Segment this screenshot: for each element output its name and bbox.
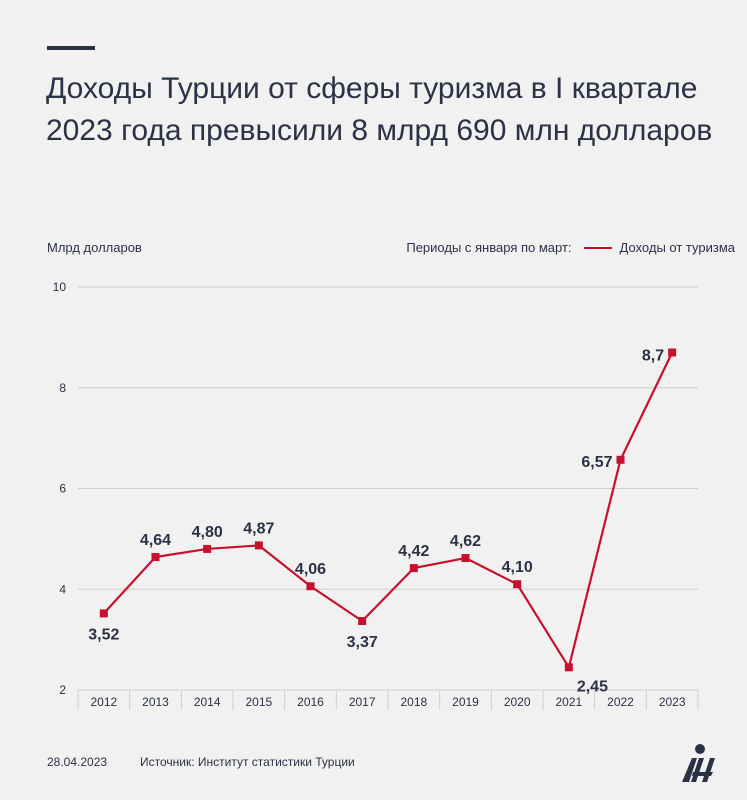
data-label: 3,37 bbox=[347, 634, 378, 651]
series-line-doxody bbox=[103, 352, 674, 669]
y-tick-label: 6 bbox=[59, 482, 66, 496]
x-tick-labels: 2012 2013 2014 2015 2016 2017 2018 2019 2020 2021… bbox=[90, 695, 685, 709]
x-tick-label: 2019 bbox=[452, 695, 479, 709]
x-tick-label: 2017 bbox=[349, 695, 376, 709]
source-note: Источник: Институт статистики Турции bbox=[140, 755, 355, 769]
legend-line-swatch bbox=[583, 246, 612, 249]
x-tick-label: 2016 bbox=[297, 695, 324, 709]
data-label: 4,06 bbox=[295, 561, 326, 578]
y-tick-labels: 2 4 6 8 10 bbox=[53, 280, 67, 697]
legend-period-label: Периоды с января по март: bbox=[406, 240, 572, 255]
data-point bbox=[203, 544, 212, 553]
data-point bbox=[358, 616, 367, 625]
data-point bbox=[151, 553, 160, 562]
chart-title: Доходы Турции от сферы туризма в I кварт… bbox=[46, 72, 713, 147]
data-label: 4,64 bbox=[140, 532, 171, 549]
y-tick-label: 4 bbox=[59, 582, 66, 596]
x-tick-label: 2022 bbox=[607, 695, 634, 709]
data-label: 4,62 bbox=[450, 533, 481, 550]
y-axis-label: Млрд долларов bbox=[47, 240, 142, 255]
x-tick-label: 2013 bbox=[142, 695, 169, 709]
data-label: 4,42 bbox=[398, 543, 429, 560]
aa-logo-icon bbox=[682, 744, 715, 782]
data-label: 3,52 bbox=[88, 626, 119, 643]
y-tick-label: 10 bbox=[53, 280, 67, 294]
y-tick-label: 8 bbox=[59, 381, 66, 395]
x-tick-label: 2021 bbox=[555, 695, 582, 709]
data-point bbox=[616, 455, 625, 464]
x-tick-label: 2018 bbox=[400, 695, 427, 709]
data-label: 2,45 bbox=[577, 678, 608, 695]
data-point bbox=[564, 663, 573, 672]
data-label: 4,10 bbox=[502, 559, 533, 576]
x-tick-label: 2012 bbox=[90, 695, 117, 709]
legend-series-label: Доходы от туризма bbox=[619, 240, 735, 255]
x-tick-label: 2023 bbox=[659, 695, 686, 709]
x-tick-label: 2014 bbox=[194, 695, 221, 709]
data-point bbox=[461, 554, 470, 563]
legend: Периоды с января по март: Доходы от тури… bbox=[406, 240, 735, 255]
x-tick-label: 2020 bbox=[504, 695, 531, 709]
x-tick-label: 2015 bbox=[245, 695, 272, 709]
data-label: 6,57 bbox=[581, 454, 612, 471]
data-point bbox=[254, 541, 263, 550]
title-accent-bar bbox=[47, 46, 95, 50]
publish-date: 28.04.2023 bbox=[47, 755, 108, 769]
data-label: 4,87 bbox=[243, 520, 274, 537]
data-point bbox=[513, 580, 522, 589]
data-point bbox=[409, 564, 418, 573]
data-point bbox=[306, 582, 315, 591]
series-line bbox=[103, 352, 674, 669]
data-point bbox=[668, 348, 677, 357]
data-labels: 3,52 4,64 4,80 4,87 4,06 3,37 4,42 4,62 4,10 2,45… bbox=[88, 347, 664, 695]
y-tick-label: 2 bbox=[59, 683, 66, 697]
data-label: 8,7 bbox=[642, 347, 664, 364]
data-point bbox=[99, 609, 108, 618]
grid-lines bbox=[77, 286, 699, 710]
data-points bbox=[99, 348, 677, 672]
data-label: 4,80 bbox=[192, 524, 223, 541]
